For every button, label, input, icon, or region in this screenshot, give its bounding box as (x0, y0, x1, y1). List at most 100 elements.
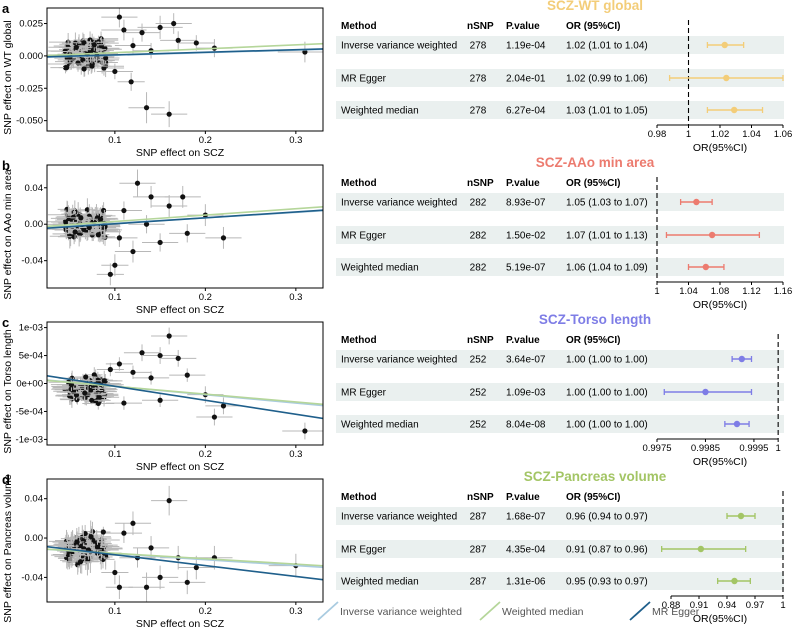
row-or-text: 1.06 (1.04 to 1.09) (566, 263, 648, 274)
row-method: Weighted median (341, 106, 419, 117)
row-nsnp: 287 (470, 512, 487, 523)
point-estimate (721, 41, 728, 49)
snp-point-cluster (67, 222, 83, 242)
row-background (336, 415, 784, 433)
snp-dot (101, 65, 107, 71)
forest-x-tick-label: 1 (686, 129, 691, 140)
scatter-plot: 0.1 0.2 0.3 0.04 0.00 -0.04 SNP effect on SCZ S… (2, 164, 324, 316)
scatter-plot: 0.1 0.2 0.3 0.04 0.00 -0.04 SNP effect on SCZ S… (2, 474, 324, 629)
snp-dot (81, 40, 87, 46)
snp-point (151, 327, 188, 345)
plot-frame (46, 164, 324, 289)
row-pvalue: 8.04e-08 (506, 420, 546, 431)
snp-point (142, 233, 179, 252)
x-tick-label: 0.1 (108, 606, 121, 617)
snp-point-cluster (90, 534, 105, 561)
y-tick-label: -0.04 (21, 572, 43, 583)
snp-dot (302, 428, 308, 434)
snp-dot (97, 216, 104, 222)
snp-point-cluster (55, 211, 92, 224)
point-estimate (733, 420, 741, 428)
snp-point (114, 240, 152, 263)
column-header-method: Method (341, 492, 377, 503)
y-tick-label: -0.04 (21, 256, 43, 267)
point-estimate (702, 388, 709, 396)
snp-point-cluster (75, 373, 97, 381)
forest-row: Weighted median 252 8.04e-08 1.00 (1.00 to … (336, 415, 784, 433)
snp-dot (82, 390, 88, 396)
forest-row: Inverse variance weighted 278 1.19e-04 1.02… (336, 36, 784, 54)
snp-dot (130, 369, 136, 375)
panel-letter: b (2, 158, 10, 173)
row-nsnp: 282 (470, 198, 487, 209)
point-estimate (738, 355, 746, 363)
forest-title: SCZ-AAo min area (536, 155, 655, 170)
snp-dot (175, 355, 181, 361)
forest-estimate (717, 577, 751, 585)
y-axis-title: SNP effect on Pancreas volume (2, 474, 14, 623)
column-header-pvalue: P.value (506, 21, 540, 32)
y-tick-label: 0.025 (19, 19, 43, 30)
row-nsnp: 287 (470, 577, 487, 588)
snp-dot (116, 361, 122, 367)
point-estimate (702, 263, 710, 271)
forest-row: Inverse variance weighted 287 1.68e-07 0.96… (336, 507, 784, 525)
panel-b: b 0.1 0.2 0.3 0.04 0.00 -0.04 SNP effect on SCZ… (2, 155, 792, 316)
snp-point (101, 228, 138, 247)
panel-letter: d (2, 472, 10, 487)
snp-dot (211, 414, 218, 420)
snp-point (132, 185, 170, 208)
x-tick-label: 0.2 (199, 135, 212, 146)
snp-dot (63, 219, 69, 225)
snp-dot (116, 584, 122, 590)
snp-dot (134, 180, 141, 186)
row-method: Inverse variance weighted (341, 512, 457, 523)
y-tick-label: 0.04 (25, 183, 44, 194)
forest-x-tick-label: 1 (780, 600, 785, 611)
row-pvalue: 1.68e-07 (506, 512, 546, 523)
column-header-method: Method (341, 21, 377, 32)
row-method: Inverse variance weighted (341, 41, 457, 52)
legend-label: MR Egger (652, 606, 700, 618)
snp-dot (121, 530, 127, 536)
regression-line-wm (47, 379, 323, 406)
snp-dot (143, 221, 150, 227)
x-tick-label: 0.3 (289, 292, 302, 303)
snp-point-cluster (71, 33, 97, 52)
forest-plot: SCZ-Pancreas volume Method nSNP P.value OR (… (336, 469, 786, 625)
forest-x-tick-label: 1 (776, 443, 781, 454)
row-background (336, 193, 784, 211)
row-or-text: 1.02 (1.01 to 1.04) (566, 41, 648, 52)
forest-row: Inverse variance weighted 282 8.93e-07 1.05… (336, 193, 784, 211)
snp-dot (302, 49, 308, 55)
snp-point-cluster (58, 43, 94, 52)
snp-dot (166, 203, 172, 209)
snp-dot (139, 29, 145, 36)
forest-plot: SCZ-WT global Method nSNP P.value OR (95%CI)… (336, 0, 792, 154)
forest-x-tick-label: 1.08 (711, 286, 730, 297)
snp-point-cluster (91, 54, 120, 63)
column-header-method: Method (341, 335, 377, 346)
snp-point-cluster (70, 210, 92, 225)
forest-x-tick-label: 0.98 (648, 129, 667, 140)
snp-dot (107, 271, 113, 277)
row-background (336, 572, 784, 590)
y-axis-title: SNP effect on Torso length (2, 329, 14, 453)
snp-dot (83, 374, 89, 380)
row-or-text: 0.91 (0.87 to 0.96) (566, 545, 648, 556)
row-pvalue: 3.64e-07 (506, 355, 546, 366)
plot-area (47, 327, 323, 440)
snp-point-cluster (85, 207, 116, 232)
snp-point-cluster (78, 386, 104, 395)
forest-row: Weighted median 287 1.31e-06 0.95 (0.93 to … (336, 572, 784, 590)
snp-point (142, 347, 179, 364)
row-or-text: 1.00 (1.00 to 1.00) (566, 388, 648, 399)
snp-point-cluster (71, 527, 111, 546)
row-method: Weighted median (341, 420, 419, 431)
legend-label: Weighted median (502, 606, 584, 618)
y-tick-label: -0.050 (16, 116, 43, 127)
row-or-text: 1.00 (1.00 to 1.00) (566, 355, 648, 366)
forest-estimate (663, 388, 753, 396)
snp-dot (157, 24, 163, 31)
